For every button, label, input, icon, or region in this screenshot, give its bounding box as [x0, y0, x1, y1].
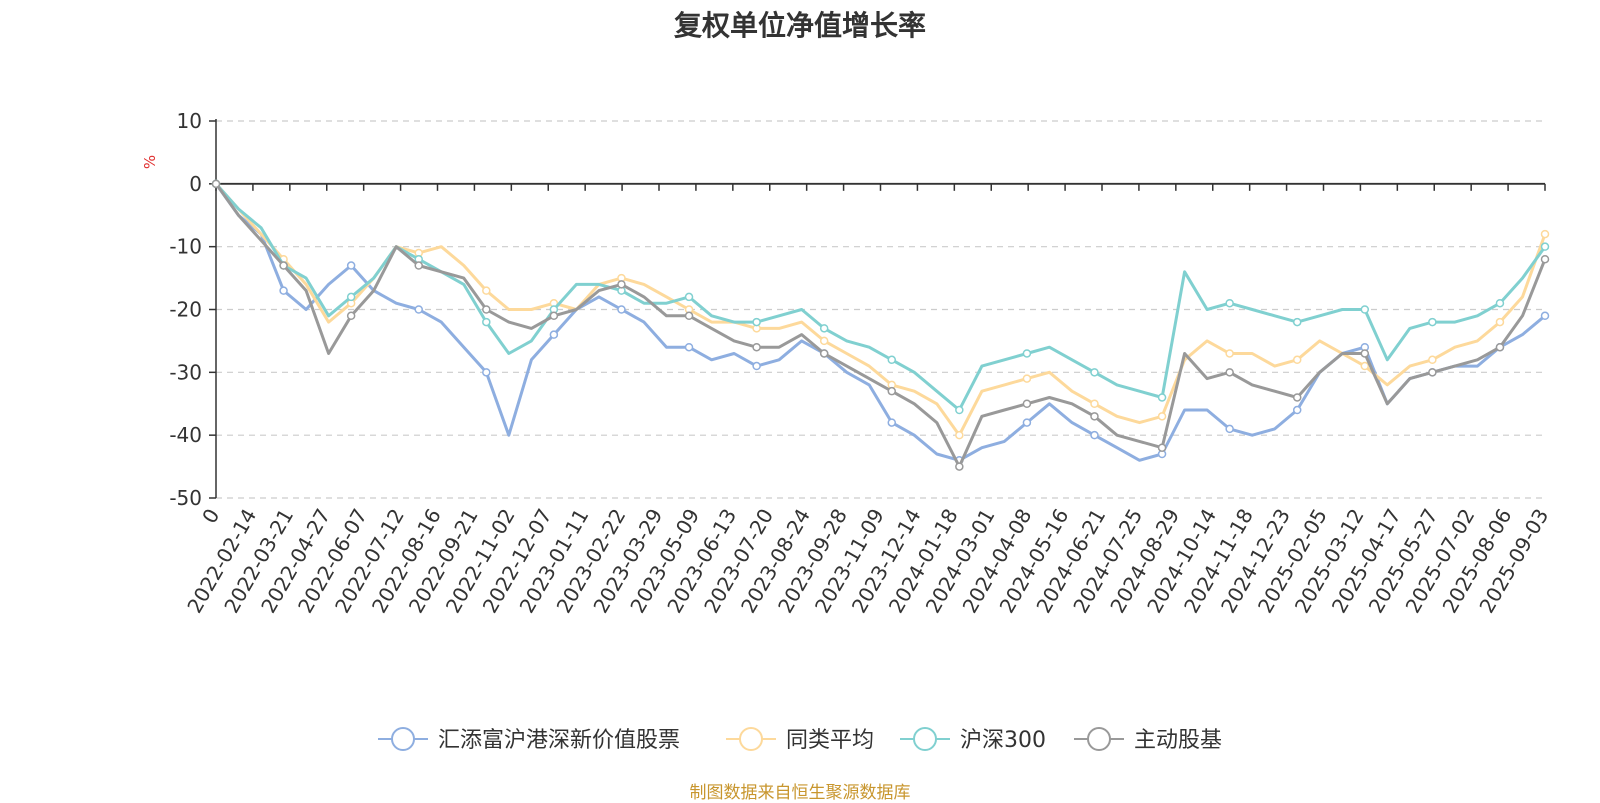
series-2	[211, 179, 1550, 415]
series-0	[211, 179, 1550, 465]
series-line	[214, 182, 1547, 437]
legend-label: 沪深300	[960, 728, 1046, 753]
data-point	[1225, 424, 1234, 434]
data-point	[819, 349, 829, 358]
y-axis-ticks: 10 0 -10 -20 -30 -40 -50	[169, 109, 216, 510]
data-point	[1360, 349, 1370, 358]
data-point	[1157, 443, 1167, 452]
series-1	[211, 179, 1550, 440]
legend-label: 主动股基	[1134, 728, 1222, 753]
data-point	[1292, 355, 1302, 365]
data-point	[211, 179, 221, 189]
data-point	[1022, 349, 1032, 358]
x-axis-ticks: 02022-02-142022-03-212022-04-272022-06-0…	[182, 183, 1553, 617]
x-tick-label: 0	[197, 505, 224, 528]
data-point	[1090, 399, 1099, 408]
data-point	[1022, 418, 1032, 427]
data-point	[346, 292, 356, 302]
y-axis-label: %	[141, 155, 159, 169]
y-tick-label: -20	[169, 298, 202, 322]
data-point	[1360, 361, 1370, 371]
data-point	[482, 317, 491, 327]
data-point	[887, 418, 897, 427]
legend-item[interactable]: 同类平均	[726, 727, 874, 753]
y-tick-label: -10	[169, 235, 202, 259]
legend[interactable]: 汇添富沪港深新价值股票 同类平均 沪深300 主动股基	[378, 727, 1222, 753]
data-point	[414, 305, 423, 314]
data-point	[1022, 399, 1032, 408]
data-point	[482, 368, 491, 377]
data-point	[279, 286, 288, 295]
data-point	[819, 324, 829, 333]
data-point	[752, 342, 761, 352]
data-point	[684, 292, 694, 302]
data-point	[684, 311, 694, 321]
data-point	[1540, 229, 1550, 239]
data-point	[1292, 317, 1302, 327]
data-point	[279, 261, 288, 270]
data-point	[1022, 374, 1032, 383]
y-tick-label: 0	[189, 172, 202, 196]
data-point	[1495, 317, 1505, 327]
data-point	[1090, 412, 1099, 421]
legend-marker	[913, 727, 937, 751]
legend-item[interactable]: 汇添富沪港深新价值股票	[378, 727, 680, 753]
data-point	[1225, 298, 1234, 308]
data-point	[617, 280, 626, 289]
data-point	[955, 462, 964, 471]
data-point	[752, 317, 761, 327]
legend-marker	[1087, 727, 1111, 751]
data-point	[955, 430, 964, 440]
data-point	[684, 342, 694, 352]
y-tick-label: 10	[177, 109, 202, 133]
legend-item[interactable]: 沪深300	[900, 727, 1046, 753]
chart-title: 复权单位净值增长率	[673, 9, 926, 42]
legend-item[interactable]: 主动股基	[1074, 727, 1222, 753]
data-point	[1292, 393, 1302, 402]
data-point	[617, 305, 626, 314]
data-point	[414, 261, 423, 270]
data-point	[1428, 317, 1437, 327]
legend-label: 同类平均	[786, 728, 874, 753]
data-point	[955, 405, 964, 415]
series-line	[214, 182, 1546, 462]
data-point	[1360, 305, 1370, 314]
data-point	[1090, 430, 1099, 440]
data-point	[1157, 393, 1167, 402]
data-point	[819, 336, 829, 346]
data-point	[1540, 254, 1550, 264]
data-point	[1157, 412, 1167, 421]
data-point	[482, 286, 491, 295]
y-tick-label: -40	[169, 423, 202, 447]
data-point	[549, 330, 559, 339]
series-line	[214, 182, 1547, 469]
y-tick-label: -30	[169, 360, 202, 384]
data-point	[1225, 368, 1234, 377]
data-point	[752, 361, 761, 371]
data-point	[1428, 368, 1437, 377]
data-point	[1540, 242, 1550, 251]
legend-marker	[391, 727, 415, 751]
data-point	[1292, 405, 1302, 415]
data-point	[1428, 355, 1437, 365]
source-note: 制图数据来自恒生聚源数据库	[689, 783, 911, 803]
data-point	[887, 355, 897, 365]
data-point	[1225, 349, 1234, 358]
data-point	[1540, 311, 1550, 321]
legend-marker	[739, 727, 763, 751]
data-point	[346, 261, 356, 270]
data-point	[1495, 298, 1505, 308]
series-3	[211, 179, 1550, 471]
series-lines	[211, 179, 1550, 471]
data-point	[1090, 368, 1099, 377]
data-point	[1495, 342, 1505, 352]
data-point	[887, 386, 897, 396]
data-point	[482, 305, 491, 314]
y-tick-label: -50	[169, 486, 202, 510]
legend-label: 汇添富沪港深新价值股票	[438, 728, 680, 753]
data-point	[549, 311, 559, 321]
data-point	[346, 311, 356, 321]
